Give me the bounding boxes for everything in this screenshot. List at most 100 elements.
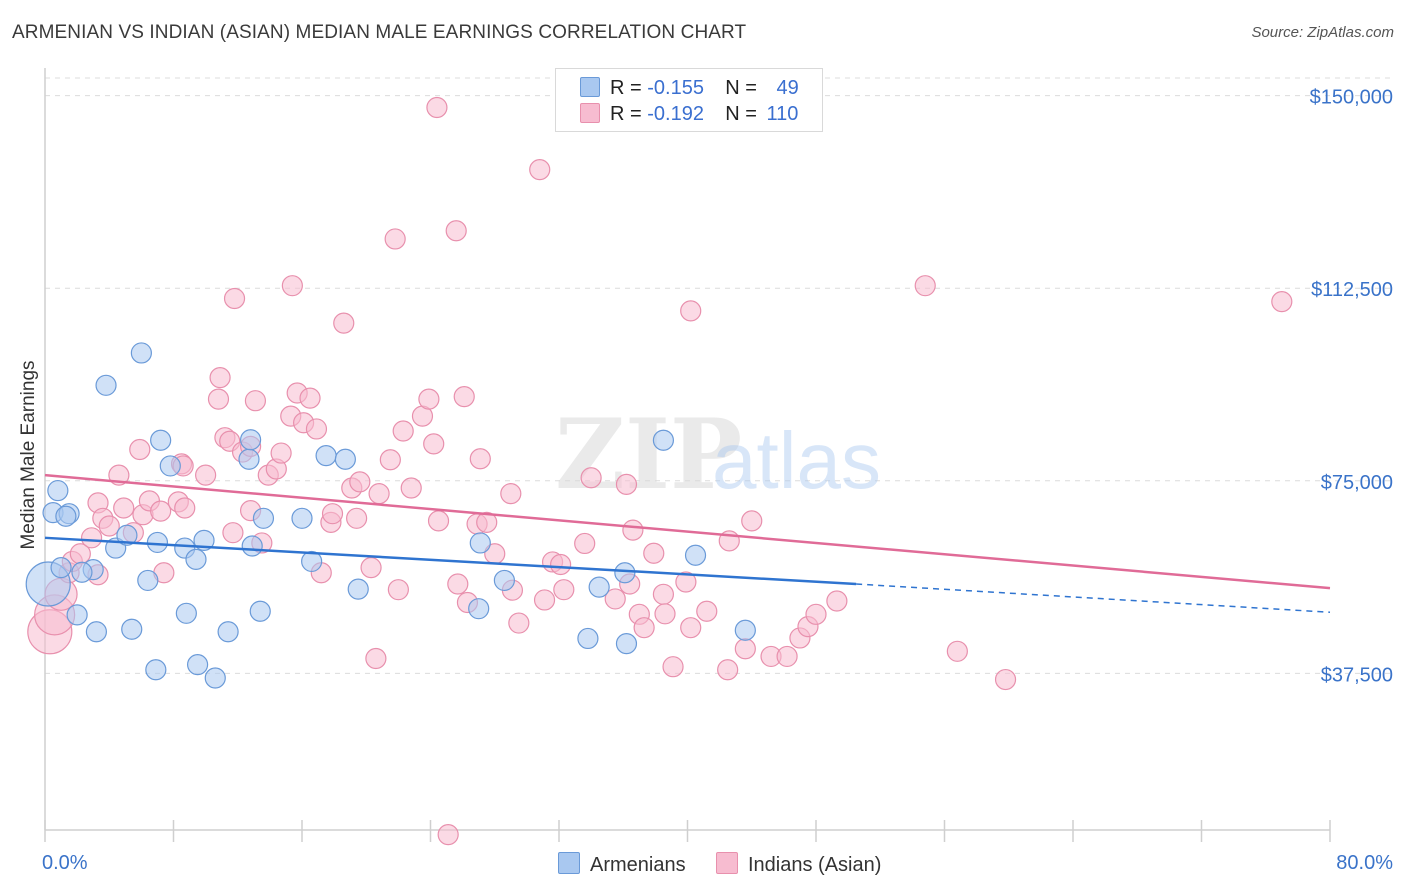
x-tick-label: 80.0% xyxy=(1336,852,1393,874)
data-point xyxy=(116,524,138,546)
data-point xyxy=(145,659,167,681)
stats-legend-row-armenians: R = -0.155 N = 49 xyxy=(580,77,799,101)
grid-lines xyxy=(45,77,1395,674)
data-point xyxy=(47,479,69,502)
data-point xyxy=(159,455,181,477)
data-point xyxy=(680,617,702,639)
data-point xyxy=(175,602,197,624)
data-point xyxy=(346,507,368,529)
armenians-swatch-icon xyxy=(580,77,600,97)
data-point xyxy=(270,442,292,464)
stats-legend: R = -0.155 N = 49 R = -0.192 N = 110 xyxy=(555,68,823,132)
data-point xyxy=(614,562,636,584)
data-point xyxy=(675,571,697,593)
data-point xyxy=(826,590,848,612)
scatter-points xyxy=(25,96,1293,846)
data-point xyxy=(914,275,936,297)
data-point xyxy=(447,573,469,595)
data-point xyxy=(55,505,77,527)
data-point xyxy=(654,603,676,625)
data-point xyxy=(333,312,355,334)
data-point xyxy=(476,511,498,534)
watermark-atlas: atlas xyxy=(712,416,881,505)
data-point xyxy=(349,471,371,493)
data-point xyxy=(622,519,644,541)
y-axis-title: Median Male Earnings xyxy=(18,360,39,549)
legend-item-armenians: Armenians xyxy=(558,852,686,877)
data-point xyxy=(734,638,756,660)
data-point xyxy=(500,483,522,505)
data-point xyxy=(241,535,263,557)
data-point xyxy=(643,542,665,564)
data-point xyxy=(249,600,271,622)
data-point xyxy=(121,618,143,640)
armenians-trend-line xyxy=(44,536,857,586)
data-point xyxy=(146,531,169,554)
data-point xyxy=(174,497,196,519)
data-point xyxy=(550,553,572,576)
data-point xyxy=(946,640,968,662)
data-point xyxy=(469,448,491,470)
data-point xyxy=(98,515,120,537)
data-point xyxy=(445,220,467,242)
data-point xyxy=(321,503,344,525)
data-point xyxy=(652,583,675,605)
r-value: -0.192 xyxy=(647,103,704,125)
data-point xyxy=(150,429,172,451)
data-point xyxy=(427,510,450,532)
r-label: R = xyxy=(610,77,642,99)
data-point xyxy=(223,287,246,310)
y-tick-label: $37,500 xyxy=(1321,664,1393,686)
data-point xyxy=(113,497,135,519)
chart-title: ARMENIAN VS INDIAN (ASIAN) MEDIAN MALE E… xyxy=(12,22,747,43)
data-point xyxy=(469,532,491,554)
n-label: N = xyxy=(725,103,757,125)
data-point xyxy=(426,96,448,119)
r-value: -0.155 xyxy=(647,77,704,99)
data-point xyxy=(80,527,103,549)
y-tick-label: $75,000 xyxy=(1321,472,1393,494)
data-point xyxy=(137,569,159,592)
data-point xyxy=(85,621,108,643)
data-point xyxy=(195,464,217,486)
data-point xyxy=(207,388,230,410)
data-point xyxy=(66,604,88,626)
data-point xyxy=(315,445,337,467)
data-point xyxy=(71,561,93,583)
data-point xyxy=(741,510,763,532)
trend-lines xyxy=(44,473,1331,614)
data-point xyxy=(652,429,675,451)
data-point xyxy=(222,522,244,544)
data-point xyxy=(299,387,321,409)
data-point xyxy=(305,418,328,440)
data-point xyxy=(360,556,382,579)
data-point xyxy=(379,449,401,471)
data-point xyxy=(994,668,1017,691)
axis-labels: $37,500 $75,000 $112,500 $150,000 0.0% 80.0% M… xyxy=(18,87,1393,874)
data-point xyxy=(252,507,275,529)
data-point xyxy=(588,576,610,598)
data-point xyxy=(130,342,152,364)
data-point xyxy=(209,366,231,389)
data-point xyxy=(684,544,707,566)
data-point xyxy=(334,448,356,470)
data-point xyxy=(244,390,267,412)
data-point xyxy=(291,507,313,529)
data-point xyxy=(238,448,260,470)
data-point xyxy=(493,569,515,592)
data-point xyxy=(734,619,756,641)
data-point xyxy=(204,667,226,689)
data-point xyxy=(533,589,556,611)
stats-legend-row-indians: R = -0.192 N = 110 xyxy=(580,103,798,127)
data-point xyxy=(387,579,409,601)
data-point xyxy=(240,429,262,451)
data-point xyxy=(615,632,638,655)
indians-trend-line xyxy=(44,473,1331,590)
n-label: N = xyxy=(725,77,757,99)
data-point xyxy=(604,588,626,610)
data-point xyxy=(1271,290,1293,313)
data-point xyxy=(150,500,172,522)
data-point xyxy=(574,532,596,555)
data-point xyxy=(365,647,387,670)
data-point xyxy=(776,645,798,668)
